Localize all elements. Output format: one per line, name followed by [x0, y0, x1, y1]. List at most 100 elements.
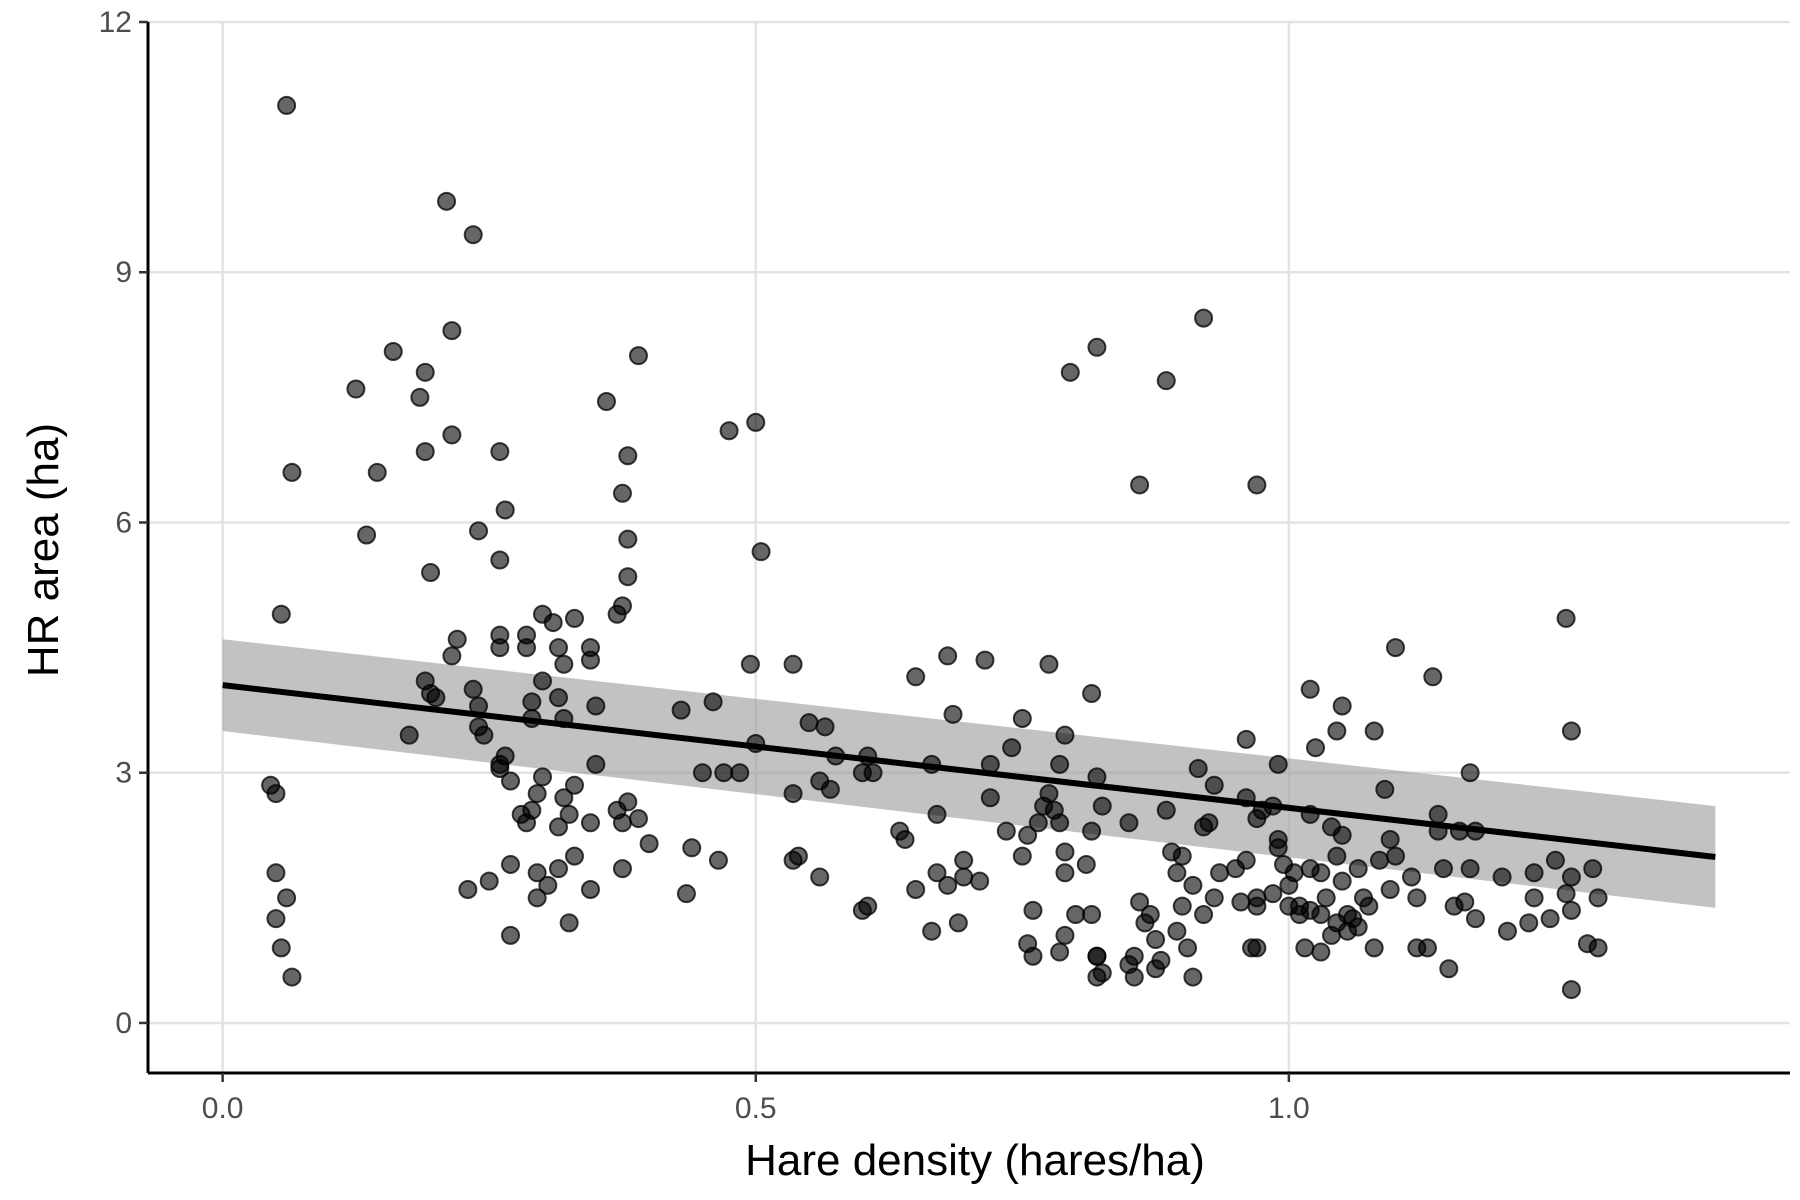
x-tick-label: 0.5 [735, 1092, 777, 1125]
data-point [1348, 917, 1368, 937]
data-point [1236, 729, 1256, 749]
y-axis-title: HR area (ha) [19, 423, 68, 677]
data-point [1028, 813, 1048, 833]
data-point [852, 763, 872, 783]
data-point [1188, 759, 1208, 779]
data-point [1311, 942, 1331, 962]
data-point [586, 754, 606, 774]
data-point [1263, 884, 1283, 904]
data-point [1561, 721, 1581, 741]
y-tick-label: 3 [115, 757, 132, 790]
data-point [730, 763, 750, 783]
data-point [1066, 905, 1086, 925]
data-point [1401, 867, 1421, 887]
data-point [1247, 475, 1267, 495]
data-point [1076, 854, 1096, 874]
data-point [692, 763, 712, 783]
data-point [1524, 863, 1544, 883]
data-point [1332, 696, 1352, 716]
data-point [1588, 888, 1608, 908]
data-point [1210, 863, 1230, 883]
data-point [596, 392, 616, 412]
data-point [490, 550, 510, 570]
data-point [1428, 804, 1448, 824]
data-point [490, 638, 510, 658]
data-point [527, 863, 547, 883]
data-point [1348, 859, 1368, 879]
data-point [479, 871, 499, 891]
data-point [522, 692, 542, 712]
data-point [1364, 721, 1384, 741]
data-point [564, 775, 584, 795]
data-point [1519, 913, 1539, 933]
tick-labels: 0.0 0.5 1.0 0 3 6 9 12 [99, 6, 1310, 1125]
data-point [586, 696, 606, 716]
data-point [1012, 846, 1032, 866]
data-point [810, 867, 830, 887]
data-point [1311, 905, 1331, 925]
data-point [1039, 784, 1059, 804]
data-point [1247, 938, 1267, 958]
data-point [1439, 959, 1459, 979]
data-point [922, 921, 942, 941]
data-point [421, 683, 441, 703]
data-point [383, 341, 403, 361]
data-point [906, 667, 926, 687]
data-point [1295, 938, 1315, 958]
data-point [815, 717, 835, 737]
data-point [740, 654, 760, 674]
data-point [1092, 963, 1112, 983]
data-point [1433, 859, 1453, 879]
data-point [1380, 829, 1400, 849]
data-point [980, 788, 1000, 808]
data-point [943, 704, 963, 724]
data-point [549, 688, 568, 708]
data-point [1167, 921, 1187, 941]
data-point [1172, 896, 1192, 916]
data-point [415, 442, 435, 462]
data-point [1082, 683, 1102, 703]
data-point [559, 913, 579, 933]
data-point [1247, 896, 1267, 916]
data-point [1332, 825, 1352, 845]
data-point [1359, 896, 1379, 916]
data-point [469, 521, 489, 541]
data-point [1055, 725, 1075, 745]
data-point [282, 462, 302, 482]
x-tick-label: 1.0 [1268, 1092, 1310, 1125]
data-point [1236, 850, 1256, 870]
data-point [357, 525, 377, 545]
data-point [1146, 959, 1166, 979]
data-point [266, 863, 286, 883]
data-point [554, 788, 574, 808]
data-point [1583, 859, 1603, 879]
data-point [277, 888, 297, 908]
data-point [463, 679, 483, 699]
data-point [1092, 796, 1112, 816]
data-point [495, 500, 515, 520]
data-point [671, 700, 691, 720]
data-point [938, 646, 958, 666]
data-point [1183, 875, 1203, 895]
data-point [1082, 905, 1102, 925]
data-point [543, 613, 563, 633]
data-point [1423, 667, 1443, 687]
data-point [1492, 867, 1512, 887]
data-point [1268, 754, 1288, 774]
data-point [1524, 888, 1544, 908]
data-point [1167, 863, 1187, 883]
data-point [1385, 638, 1405, 658]
data-point [1018, 825, 1038, 845]
data-point [1119, 813, 1139, 833]
data-point [1050, 754, 1070, 774]
data-point [346, 379, 366, 399]
data-point [1156, 371, 1176, 391]
data-point [1146, 930, 1166, 950]
data-point [927, 804, 947, 824]
data-point [1247, 809, 1267, 829]
data-point [1204, 775, 1224, 795]
data-point [954, 850, 974, 870]
data-point [676, 884, 696, 904]
data-point [533, 767, 553, 787]
data-point [628, 809, 648, 829]
